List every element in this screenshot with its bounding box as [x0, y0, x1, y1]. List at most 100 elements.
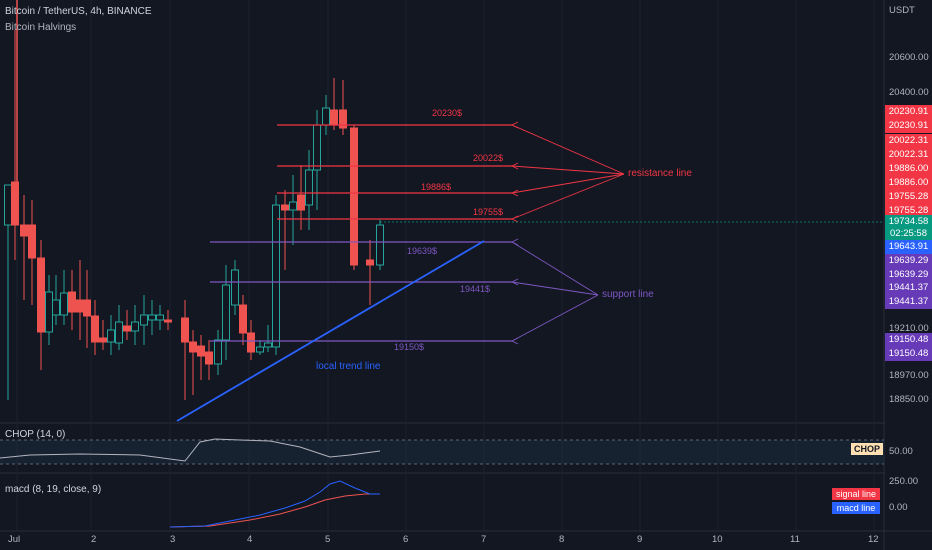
candle-body: [4, 184, 12, 226]
arrow-head: [510, 238, 519, 246]
candle-body: [148, 314, 156, 321]
candle-body: [164, 319, 172, 323]
candle-body: [281, 204, 289, 211]
candle-body: [339, 109, 347, 129]
support-arrow: [511, 281, 599, 296]
candle-body: [131, 321, 139, 332]
candle-body: [350, 127, 358, 266]
current-price-label: 19734.58: [885, 215, 932, 229]
candle-body: [322, 107, 330, 126]
candle-body: [76, 299, 84, 313]
candle-body: [52, 299, 60, 316]
candle-body: [205, 351, 213, 365]
trend-line-annotation[interactable]: local trend line: [316, 361, 381, 372]
arrow-head: [510, 189, 519, 197]
price-label-resistance: 19886.00: [885, 162, 932, 176]
resistance-arrow: [511, 124, 625, 175]
support-level-label: 19639$: [407, 246, 438, 256]
candle-body: [231, 269, 239, 306]
candle-body: [68, 291, 76, 313]
price-label-resistance: 20022.31: [885, 134, 932, 148]
support-arrow: [511, 241, 599, 296]
candle-body: [28, 224, 36, 259]
price-tick: 18970.00: [889, 370, 929, 381]
candle-body: [297, 194, 305, 211]
candle-body: [247, 332, 255, 353]
time-tick: 3: [170, 534, 176, 545]
price-tick: 20400.00: [889, 87, 929, 98]
candle-body: [91, 315, 99, 343]
candle-body: [272, 204, 280, 348]
macd-axis-zero: 0.00: [889, 502, 908, 513]
candle-body: [305, 169, 313, 206]
candle-body: [123, 325, 131, 332]
macd-title[interactable]: macd (8, 19, close, 9): [5, 484, 102, 495]
time-tick: 11: [790, 534, 800, 545]
time-tick: Jul: [8, 534, 21, 545]
candle-body: [189, 341, 197, 353]
price-tick: 19210.00: [889, 323, 929, 334]
chop-tag: CHOP: [851, 443, 884, 455]
macd-axis-high: 250.00: [889, 476, 919, 487]
symbol-title[interactable]: Bitcoin / TetherUS, 4h, BINANCE: [5, 6, 152, 17]
time-tick: 2: [91, 534, 97, 545]
candle-body: [107, 329, 115, 343]
resistance-arrow: [511, 173, 625, 220]
support-level-label: 19441$: [460, 284, 491, 294]
chop-axis-value: 50.00: [889, 446, 913, 457]
candle-body: [197, 345, 205, 357]
time-tick: 6: [403, 534, 409, 545]
time-tick: 10: [712, 534, 723, 545]
price-tick: 20600.00: [889, 52, 929, 63]
price-label-resistance: 20230.91: [885, 105, 932, 119]
candle-body: [214, 339, 222, 365]
price-label-resistance: 20230.91: [885, 119, 932, 133]
candle-body: [264, 342, 272, 348]
support-level-label: 19150$: [394, 342, 425, 352]
price-label-trend: 19643.91: [885, 240, 932, 254]
resistance-level-label: 20230$: [432, 108, 463, 118]
currency-label: USDT: [889, 5, 915, 16]
price-label-support: 19639.29: [885, 268, 932, 282]
resistance-line-annotation[interactable]: resistance line: [628, 168, 692, 179]
chop-band: [0, 440, 884, 464]
macd-line-tag: macd line: [832, 502, 880, 514]
candle-body: [83, 299, 91, 317]
arrow-head: [510, 215, 519, 223]
candle-body: [37, 257, 45, 333]
price-label-resistance: 19755.28: [885, 190, 932, 204]
candle-body: [99, 337, 107, 343]
price-tick: 18850.00: [889, 394, 929, 405]
time-tick: 5: [325, 534, 331, 545]
candle-body: [140, 314, 148, 326]
candle-body: [181, 317, 189, 343]
resistance-level-label: 19755$: [473, 207, 504, 217]
local-trend-line: [176, 240, 485, 422]
candle-body: [289, 201, 297, 211]
arrow-head: [510, 121, 519, 129]
candle-body: [20, 224, 28, 237]
price-label-support: 19441.37: [885, 281, 932, 295]
time-tick: 8: [559, 534, 565, 545]
price-label-resistance: 19886.00: [885, 176, 932, 190]
candle-body: [366, 259, 374, 266]
price-label-resistance: 19755.28: [885, 204, 932, 218]
arrow-head: [510, 337, 519, 345]
price-label-support: 19150.48: [885, 333, 932, 347]
price-label-support: 19639.29: [885, 254, 932, 268]
candle-body: [45, 291, 53, 333]
resistance-level-label: 20022$: [473, 153, 504, 163]
candle-body: [115, 321, 123, 344]
support-arrow: [511, 294, 599, 342]
chop-title[interactable]: CHOP (14, 0): [5, 429, 66, 440]
candle-body: [222, 284, 230, 341]
time-tick: 9: [637, 534, 643, 545]
support-line-annotation[interactable]: support line: [602, 289, 654, 300]
candle-body: [11, 181, 19, 226]
signal-line-tag: signal line: [832, 488, 880, 500]
arrow-head: [510, 278, 519, 286]
time-tick: 4: [247, 534, 253, 545]
resistance-arrow: [511, 173, 625, 194]
halvings-indicator-label[interactable]: Bitcoin Halvings: [5, 22, 77, 33]
